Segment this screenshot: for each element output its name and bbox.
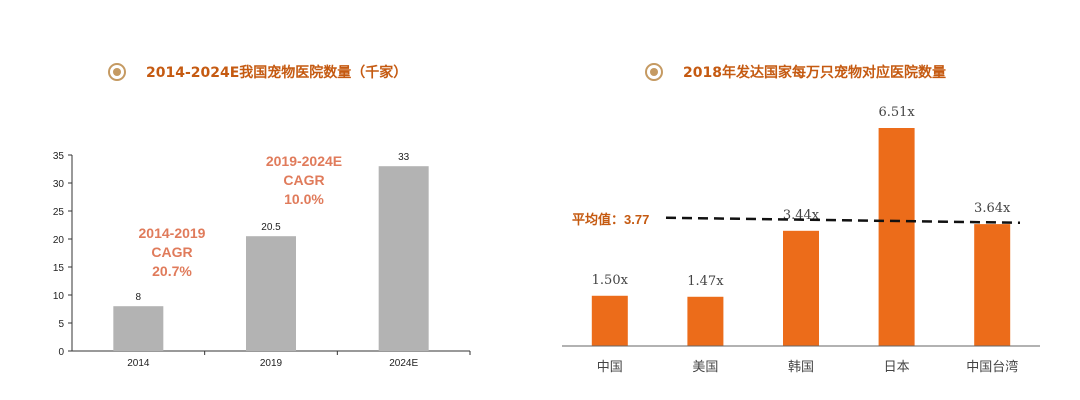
cagr-annotation-line: 20.7% <box>152 263 192 279</box>
average-reference-line <box>665 216 1021 225</box>
left-bar-value-label: 20.5 <box>261 222 281 233</box>
cagr-annotation-line: 2019-2024E <box>266 153 342 169</box>
left-bar-value-label: 8 <box>136 292 142 303</box>
left-y-tick-label: 20 <box>53 235 65 246</box>
circle-bullet-icon <box>645 63 663 81</box>
left-y-tick-label: 35 <box>53 151 65 162</box>
cagr-annotation-line: CAGR <box>151 244 192 260</box>
left-x-tick-label: 2014 <box>127 358 150 369</box>
right-bar-value-label: 1.47x <box>687 274 724 289</box>
left-y-tick-label: 15 <box>53 263 65 274</box>
left-bar-chart: 0 5 10 15 20 25 30 35 8 2014 20.5 2019 33 2024E 2014… <box>53 151 471 369</box>
right-x-category-label: 韩国 <box>788 360 814 375</box>
left-x-tick-label: 2019 <box>260 358 283 369</box>
cagr-annotation-line: 2014-2019 <box>139 225 206 241</box>
right-chart-header: 2018年发达国家每万只宠物对应医院数量 <box>645 62 946 82</box>
left-chart-title: 2014-2024E我国宠物医院数量（千家） <box>146 65 408 81</box>
left-x-tick-label: 2024E <box>389 358 418 369</box>
left-y-tick-label: 25 <box>53 207 65 218</box>
right-bar-value-label: 6.51x <box>878 105 915 120</box>
left-y-tick-label: 10 <box>53 291 65 302</box>
left-y-tick-label: 0 <box>58 347 64 358</box>
left-chart-header: 2014-2024E我国宠物医院数量（千家） <box>108 62 407 82</box>
right-x-category-label: 日本 <box>884 360 910 375</box>
average-label: 平均值：3.77 <box>572 212 649 227</box>
right-x-category-label: 中国 <box>597 360 623 375</box>
right-bar <box>687 296 724 346</box>
right-chart-title: 2018年发达国家每万只宠物对应医院数量 <box>683 65 946 81</box>
left-bar <box>246 236 296 351</box>
right-bar-value-label: 3.64x <box>974 201 1011 216</box>
right-x-category-label: 中国台湾 <box>966 359 1018 375</box>
left-bar <box>113 306 164 351</box>
right-bar <box>974 224 1011 346</box>
right-bar-value-label: 1.50x <box>592 273 629 288</box>
left-bar-value-label: 33 <box>398 152 410 163</box>
left-y-tick-label: 5 <box>58 319 64 330</box>
left-y-tick-label: 30 <box>53 179 65 190</box>
right-x-category-label: 美国 <box>692 360 718 375</box>
right-bar <box>783 230 819 346</box>
cagr-annotation-line: 10.0% <box>284 191 324 207</box>
right-bar <box>591 295 628 346</box>
left-bar <box>378 166 429 351</box>
right-bar <box>878 128 915 346</box>
cagr-annotation-line: CAGR <box>283 172 324 188</box>
circle-bullet-icon <box>108 63 126 81</box>
